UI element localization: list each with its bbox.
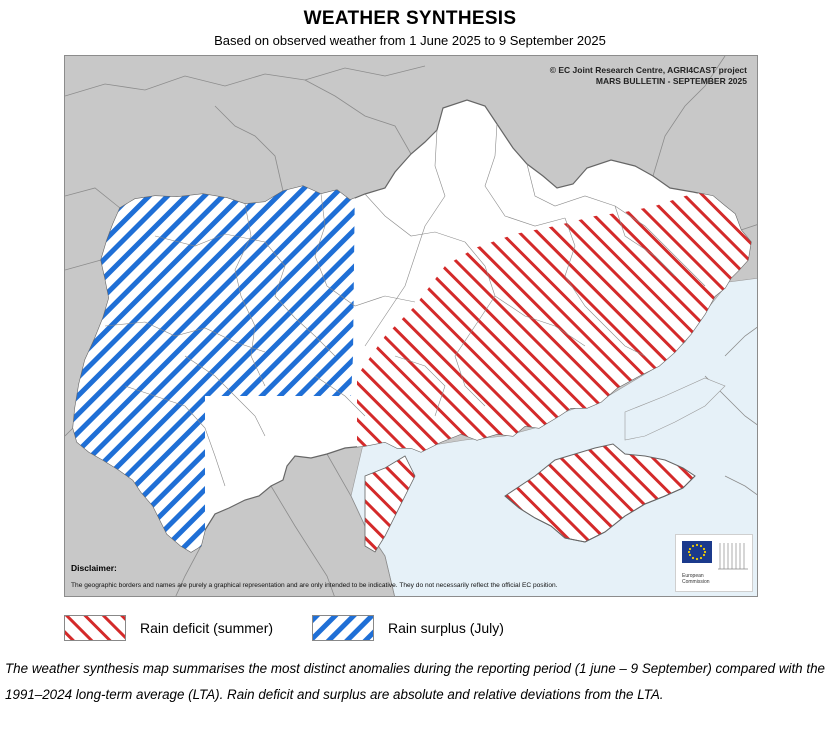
credit-line-1: © EC Joint Research Centre, AGRI4CAST pr…	[549, 65, 747, 75]
page-subtitle: Based on observed weather from 1 June 20…	[214, 33, 606, 48]
odesa-strip	[364, 455, 416, 553]
rain-deficit-swatch	[64, 615, 126, 641]
legend-label-rain-surplus: Rain surplus (July)	[388, 620, 504, 636]
logo-text-1: European	[682, 573, 704, 579]
map-credit: © EC Joint Research Centre, AGRI4CAST pr…	[550, 65, 747, 87]
disclaimer-text: The geographic borders and names are pur…	[71, 582, 558, 589]
rain-surplus-swatch	[312, 615, 374, 641]
map-canvas	[65, 56, 757, 596]
credit-line-2: MARS BULLETIN - SEPTEMBER 2025	[595, 76, 747, 86]
legend-label-rain-deficit: Rain deficit (summer)	[140, 620, 274, 636]
weather-synthesis-map[interactable]: © EC Joint Research Centre, AGRI4CAST pr…	[64, 55, 758, 597]
european-commission-logo: European Commission	[675, 534, 753, 592]
rain-surplus-area	[73, 176, 355, 552]
legend-item-rain-surplus: Rain surplus (July)	[312, 614, 504, 642]
logo-text-2: Commission	[682, 579, 710, 585]
page-title: WEATHER SYNTHESIS	[303, 8, 517, 29]
disclaimer-title: Disclaimer:	[71, 563, 117, 573]
map-caption: The weather synthesis map summarises the…	[5, 661, 825, 702]
legend-item-rain-deficit: Rain deficit (summer)	[64, 614, 273, 642]
